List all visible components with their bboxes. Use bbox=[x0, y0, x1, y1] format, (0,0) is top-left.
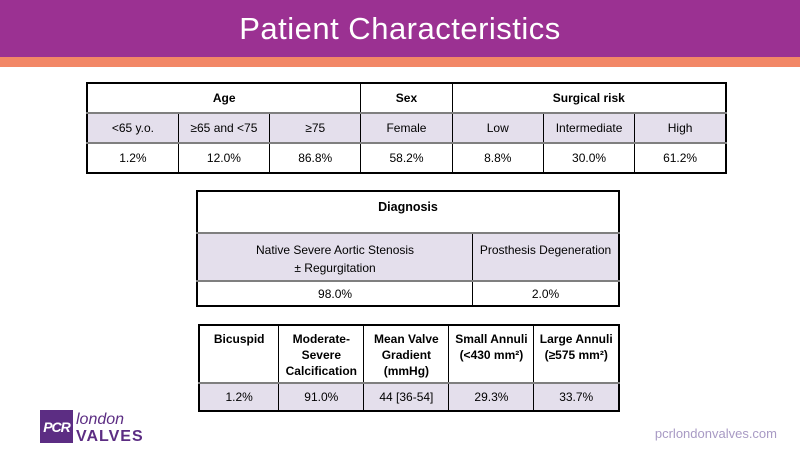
category-cell: ≥75 bbox=[269, 112, 362, 143]
table-row: Native Severe Aortic Stenosis ± Regurgit… bbox=[196, 232, 620, 281]
header-cell: Mean Valve Gradient (mmHg) bbox=[363, 325, 450, 383]
header-cell: Moderate- Severe Calcification bbox=[278, 325, 365, 383]
surgical-risk-group-header: Surgical risk bbox=[451, 83, 727, 113]
logo-london-label: london bbox=[76, 411, 125, 428]
pcr-london-valves-logo: PCR london VALVES bbox=[40, 410, 144, 446]
website-link[interactable]: pcrlondonvalves.com bbox=[654, 426, 777, 441]
accent-stripe bbox=[0, 57, 800, 67]
category-cell: Prosthesis Degeneration bbox=[472, 232, 620, 281]
table-row: 1.2% 91.0% 44 [36-54] 29.3% 33.7% bbox=[198, 381, 620, 411]
category-cell: Low bbox=[451, 112, 544, 143]
value-cell: 8.8% bbox=[451, 142, 544, 173]
logo-valves-label: VALVES bbox=[76, 427, 144, 445]
value-cell: 1.2% bbox=[198, 381, 280, 411]
diagnosis-table: Diagnosis Native Severe Aortic Stenosis … bbox=[196, 190, 620, 307]
sex-group-header: Sex bbox=[360, 83, 453, 113]
value-cell: 91.0% bbox=[278, 381, 365, 411]
value-cell: 29.3% bbox=[448, 381, 535, 411]
category-cell: Intermediate bbox=[542, 112, 636, 143]
diagnosis-header: Diagnosis bbox=[196, 191, 620, 233]
category-cell: Female bbox=[360, 112, 453, 143]
slide-title: Patient Characteristics bbox=[239, 10, 561, 46]
category-cell: <65 y.o. bbox=[86, 112, 179, 143]
value-cell: 1.2% bbox=[86, 142, 179, 173]
header-cell: Bicuspid bbox=[198, 325, 280, 383]
demographics-table: Age Sex Surgical risk <65 y.o. ≥65 and <… bbox=[86, 82, 727, 174]
title-bar: Patient Characteristics bbox=[0, 0, 800, 57]
table-row: 1.2% 12.0% 86.8% 58.2% 8.8% 30.0% 61.2% bbox=[86, 142, 727, 173]
header-cell: Large Annuli (≥575 mm²) bbox=[533, 325, 620, 383]
value-cell: 44 [36-54] bbox=[363, 381, 450, 411]
pcr-logo-icon: PCR bbox=[40, 410, 73, 443]
value-cell: 86.8% bbox=[269, 142, 362, 173]
table-row: <65 y.o. ≥65 and <75 ≥75 Female Low Inte… bbox=[86, 112, 727, 143]
value-cell: 58.2% bbox=[360, 142, 453, 173]
category-cell: ≥65 and <75 bbox=[177, 112, 271, 143]
value-cell: 98.0% bbox=[196, 280, 474, 306]
logo-text: london VALVES bbox=[76, 410, 144, 446]
category-cell: High bbox=[634, 112, 727, 143]
value-cell: 33.7% bbox=[533, 381, 620, 411]
table-row: 98.0% 2.0% bbox=[196, 280, 620, 306]
value-cell: 2.0% bbox=[472, 280, 620, 306]
value-cell: 12.0% bbox=[177, 142, 271, 173]
value-cell: 61.2% bbox=[634, 142, 727, 173]
age-group-header: Age bbox=[86, 83, 362, 113]
value-cell: 30.0% bbox=[542, 142, 636, 173]
header-cell: Small Annuli (<430 mm²) bbox=[448, 325, 535, 383]
category-cell: Native Severe Aortic Stenosis ± Regurgit… bbox=[196, 232, 474, 281]
anatomy-table: Bicuspid Moderate- Severe Calcification … bbox=[198, 324, 620, 412]
table-row: Bicuspid Moderate- Severe Calcification … bbox=[198, 325, 620, 383]
table-row: Diagnosis bbox=[196, 191, 620, 233]
table-row: Age Sex Surgical risk bbox=[86, 83, 727, 113]
